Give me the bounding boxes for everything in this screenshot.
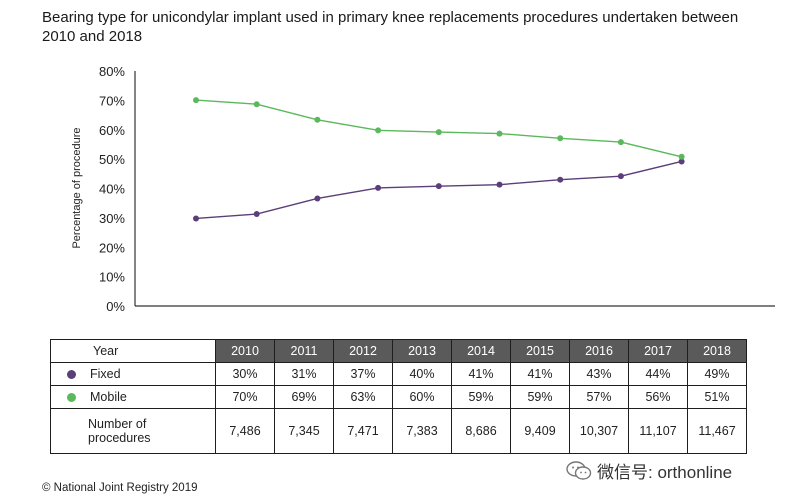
fixed-cell: 43% <box>569 362 629 386</box>
watermark: 微信号: orthonline <box>566 458 732 486</box>
mobile-cell: 51% <box>687 385 747 409</box>
data-point-fixed <box>375 184 382 191</box>
fixed-cell: 30% <box>215 362 275 386</box>
procedures-cell: 7,383 <box>392 408 452 454</box>
procedures-cell: 9,409 <box>510 408 570 454</box>
mobile-cell: 59% <box>451 385 511 409</box>
year-cell: 2014 <box>451 339 511 363</box>
y-tick-label: 30% <box>99 211 125 226</box>
procedures-cell: 11,467 <box>687 408 747 454</box>
year-cell: 2010 <box>215 339 275 363</box>
chart-axes <box>134 71 775 307</box>
data-point-fixed <box>617 173 624 180</box>
fixed-cell: 41% <box>510 362 570 386</box>
year-cell: 2012 <box>333 339 393 363</box>
data-point-fixed <box>253 211 260 218</box>
mobile-label: Mobile <box>90 390 127 404</box>
year-cell: 2017 <box>628 339 688 363</box>
year-header: Year <box>50 339 216 363</box>
data-point-mobile <box>375 127 382 134</box>
mobile-legend-dot <box>67 393 76 403</box>
mobile-cell: 59% <box>510 385 570 409</box>
mobile-cell: 70% <box>215 385 275 409</box>
mobile-row-header: Mobile <box>50 385 216 409</box>
y-tick-label: 0% <box>106 299 125 314</box>
year-cell: 2015 <box>510 339 570 363</box>
year-cell: 2011 <box>274 339 334 363</box>
chart-title: Bearing type for unicondylar implant use… <box>42 9 739 45</box>
y-tick-label: 80% <box>99 64 125 79</box>
table-row-fixed: Fixed 30% 31% 37% 40% 41% 41% 43% 44% 49… <box>50 362 747 386</box>
data-point-mobile <box>496 130 503 137</box>
fixed-cell: 41% <box>451 362 511 386</box>
table-row-year: Year 2010 2011 2012 2013 2014 2015 2016 … <box>50 339 747 363</box>
data-point-mobile <box>617 139 624 146</box>
y-axis-label: Percentage of procedure <box>71 127 83 248</box>
data-point-mobile <box>557 135 564 142</box>
procedures-cell: 7,345 <box>274 408 334 454</box>
procedures-cell: 7,471 <box>333 408 393 454</box>
data-point-fixed <box>678 158 685 165</box>
data-point-fixed <box>435 183 442 190</box>
chart-series <box>193 97 685 222</box>
procedures-cell: 7,486 <box>215 408 275 454</box>
y-tick-label: 70% <box>99 93 125 108</box>
data-point-fixed <box>193 215 199 222</box>
fixed-cell: 40% <box>392 362 452 386</box>
year-cell: 2013 <box>392 339 452 363</box>
fixed-legend-dot <box>67 370 76 380</box>
data-table: Year 2010 2011 2012 2013 2014 2015 2016 … <box>50 339 747 454</box>
y-tick-label: 40% <box>99 182 125 197</box>
data-point-mobile <box>678 153 685 160</box>
y-tick-label: 20% <box>99 240 125 255</box>
year-cell: 2016 <box>569 339 629 363</box>
fixed-cell: 31% <box>274 362 334 386</box>
table-row-procedures: Number of procedures 7,486 7,345 7,471 7,… <box>50 408 747 454</box>
data-point-fixed <box>496 181 503 188</box>
mobile-cell: 63% <box>333 385 393 409</box>
copyright-footer: © National Joint Registry 2019 <box>42 482 198 494</box>
data-point-mobile <box>314 116 321 123</box>
y-tick-label: 60% <box>99 123 125 138</box>
fixed-cell: 49% <box>687 362 747 386</box>
procedures-label-line2: procedures <box>88 431 151 445</box>
table-row-mobile: Mobile 70% 69% 63% 60% 59% 59% 57% 56% 5… <box>50 385 747 409</box>
mobile-cell: 56% <box>628 385 688 409</box>
data-point-mobile <box>435 129 442 136</box>
line-chart: 0% 10% 20% 30% 40% 50% 60% 70% 80% Percentage of… <box>71 64 775 314</box>
data-point-fixed <box>557 176 564 183</box>
data-point-mobile <box>193 97 199 104</box>
mobile-cell: 57% <box>569 385 629 409</box>
y-tick-label: 10% <box>99 270 125 285</box>
procedures-cell: 10,307 <box>569 408 629 454</box>
procedures-cell: 8,686 <box>451 408 511 454</box>
procedures-row-header: Number of procedures <box>50 408 216 454</box>
mobile-cell: 69% <box>274 385 334 409</box>
series-line-fixed <box>195 160 682 220</box>
wechat-icon <box>566 461 592 486</box>
mobile-cell: 60% <box>392 385 452 409</box>
procedures-label-line1: Number of <box>88 417 147 431</box>
data-point-mobile <box>253 101 260 108</box>
data-point-fixed <box>314 195 321 202</box>
year-cell: 2018 <box>687 339 747 363</box>
fixed-label: Fixed <box>90 367 121 381</box>
procedures-cell: 11,107 <box>628 408 688 454</box>
series-line-mobile <box>195 99 682 158</box>
fixed-cell: 44% <box>628 362 688 386</box>
watermark-text: 微信号: orthonline <box>597 463 733 482</box>
y-tick-labels: 0% 10% 20% 30% 40% 50% 60% 70% 80% <box>99 64 125 314</box>
fixed-row-header: Fixed <box>50 362 216 386</box>
fixed-cell: 37% <box>333 362 393 386</box>
y-tick-label: 50% <box>99 152 125 167</box>
